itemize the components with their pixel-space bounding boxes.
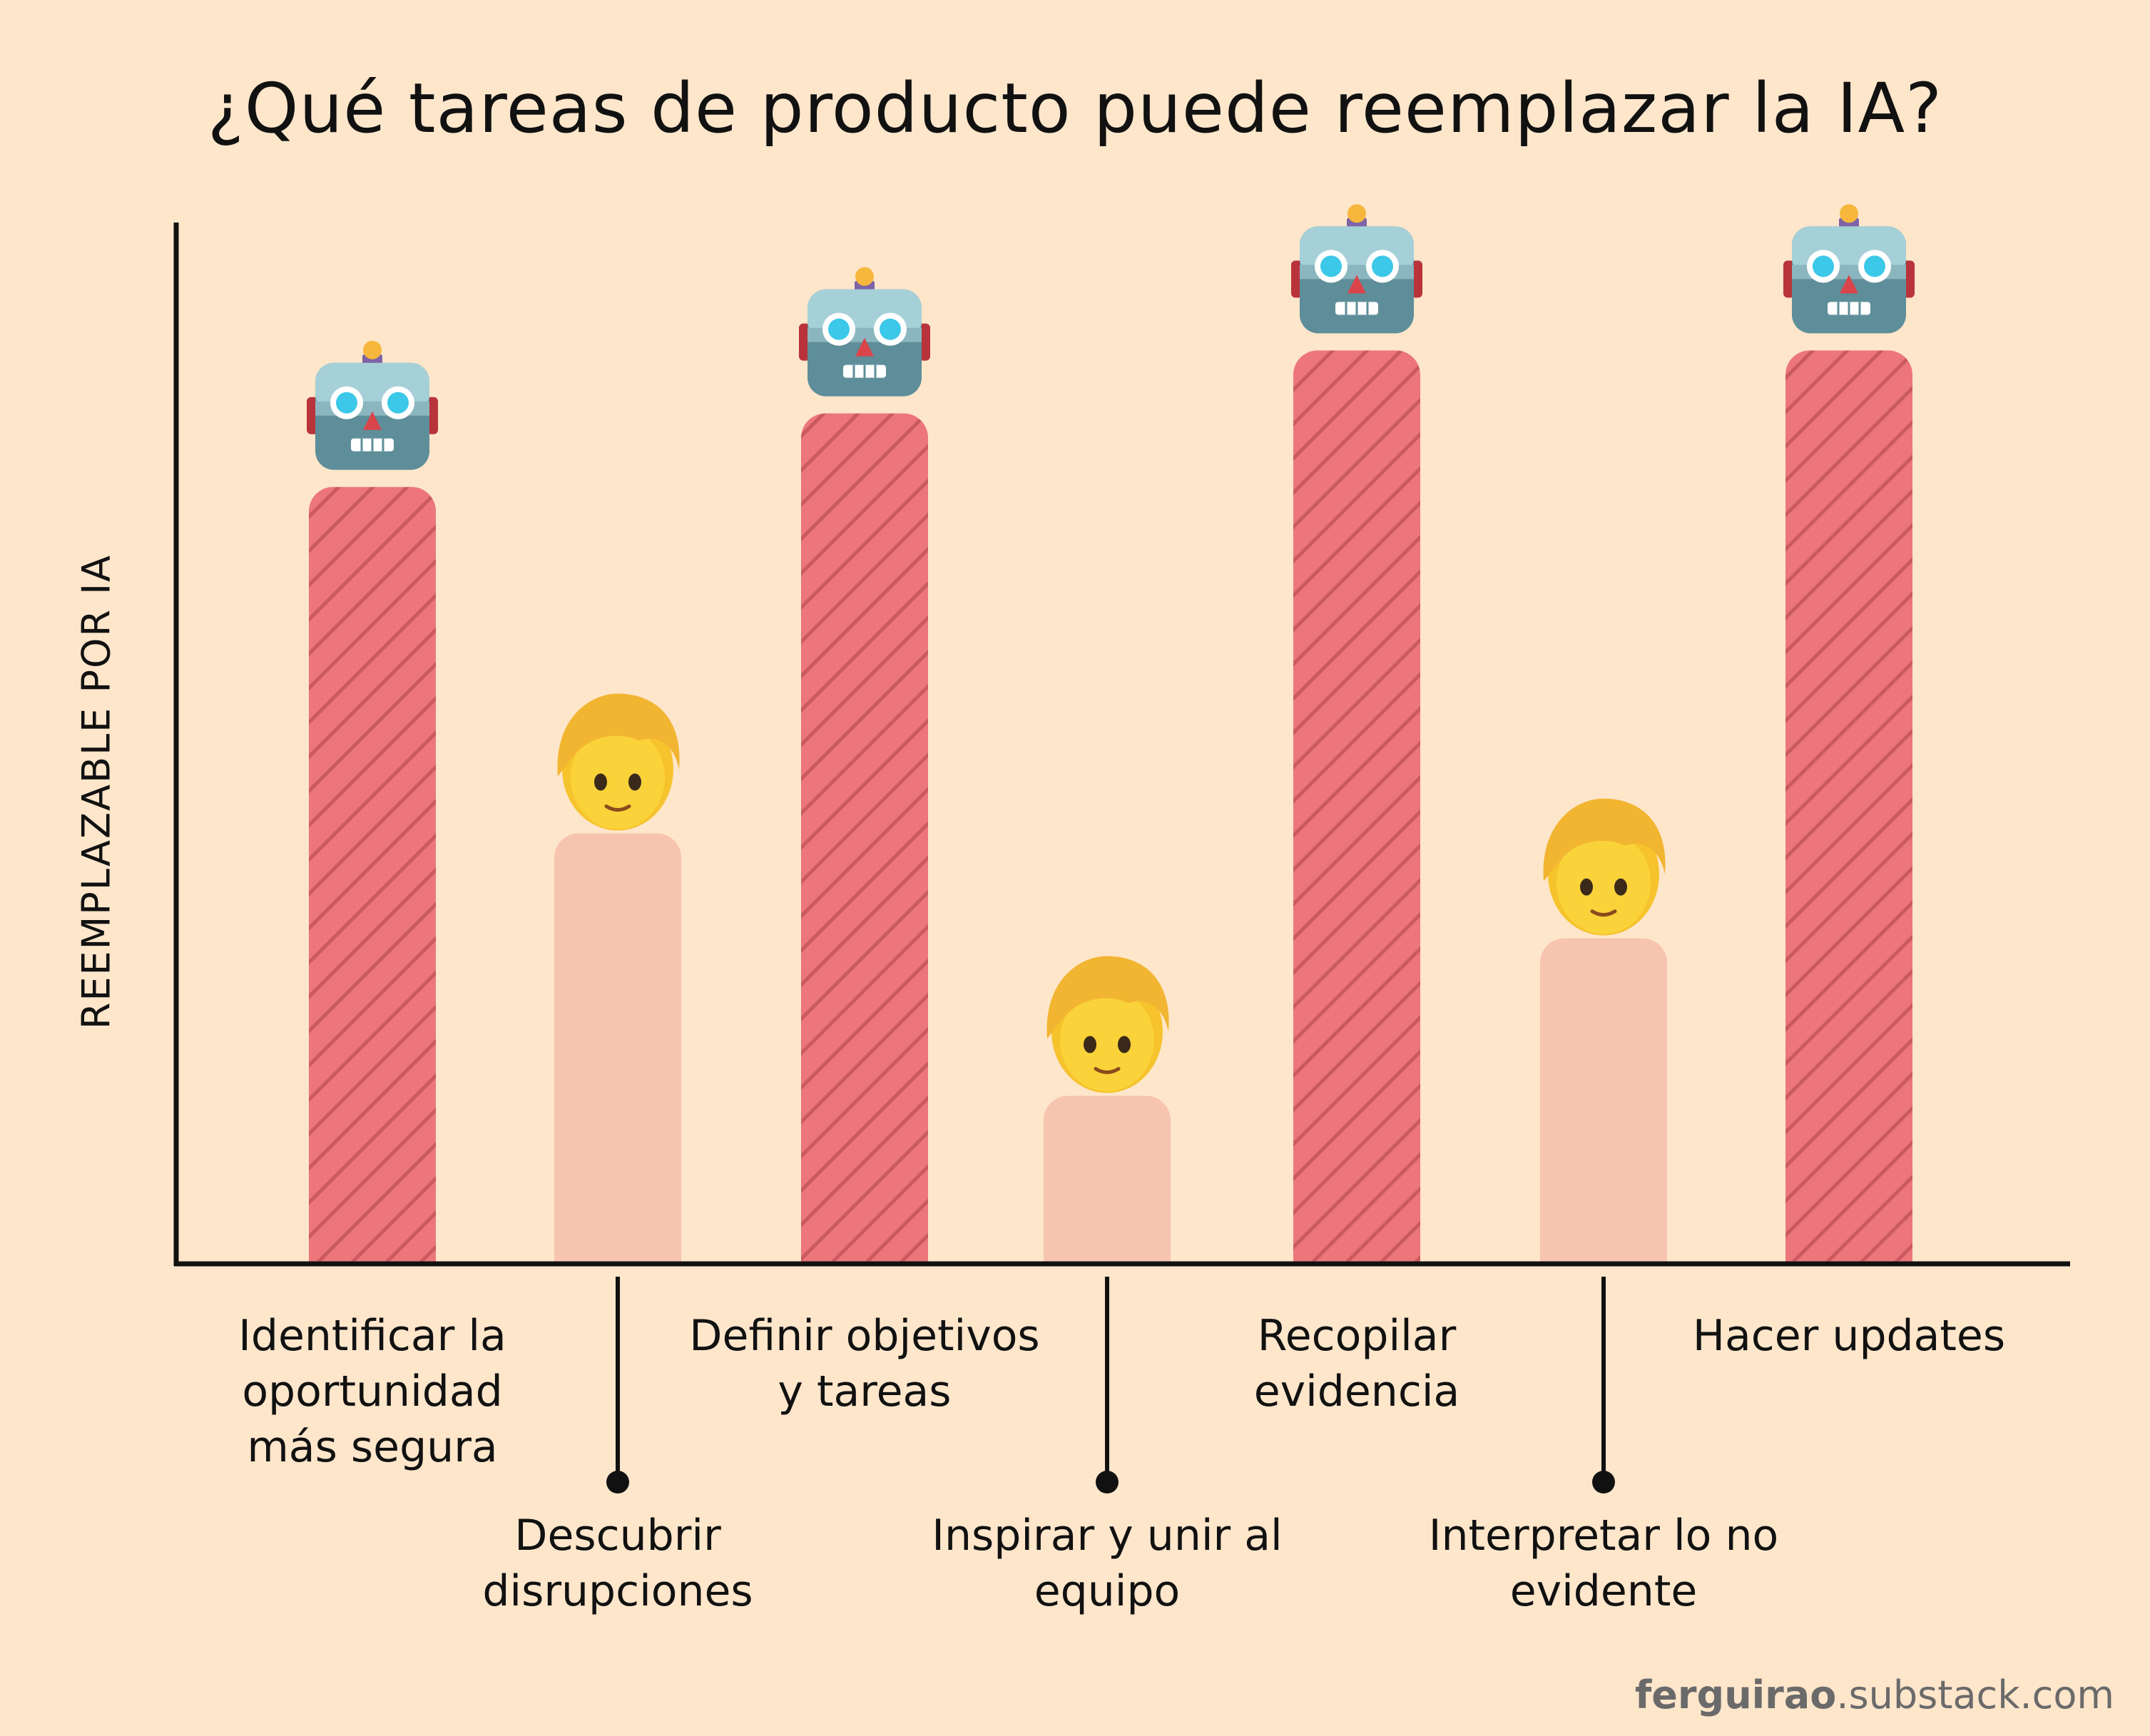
category-label-7: Hacer updates: [1692, 1311, 2006, 1361]
category-label-2: Descubrir disrupciones: [482, 1511, 753, 1616]
source-credit: ferguirao.substack.com: [1635, 1673, 2114, 1717]
robot-icon: [1291, 204, 1422, 334]
bar-4: [1044, 1096, 1171, 1264]
bar-1: [309, 486, 436, 1264]
person-icon: [1046, 956, 1169, 1093]
category-label-4: Inspirar y unir al equipo: [932, 1511, 1283, 1616]
category-label-6: Interpretar lo no evidente: [1428, 1511, 1779, 1616]
category-label-5: Recopilar evidencia: [1253, 1311, 1460, 1416]
leader-dot-4: [1096, 1471, 1119, 1494]
robot-icon: [799, 267, 930, 397]
y-axis-label: REEMPLAZABLE POR IA: [73, 553, 119, 1030]
bar-6: [1540, 938, 1667, 1264]
bar-3: [801, 413, 928, 1264]
bar-5: [1293, 350, 1420, 1264]
person-icon: [1543, 798, 1666, 936]
category-label-3: Definir objetivos y tareas: [689, 1311, 1040, 1416]
credit-rest: .substack.com: [1836, 1673, 2114, 1717]
bar-2: [554, 833, 681, 1264]
leader-dot-6: [1592, 1471, 1615, 1494]
robot-icon: [1783, 204, 1915, 334]
chart-title: ¿Qué tareas de producto puede reemplazar…: [207, 68, 1943, 148]
leader-dot-2: [606, 1471, 629, 1494]
robot-icon: [307, 340, 438, 470]
bar-7: [1785, 350, 1912, 1264]
category-label-1: Identificar la oportunidad más segura: [238, 1311, 506, 1472]
credit-bold: ferguirao: [1634, 1673, 1837, 1717]
person-icon: [557, 693, 680, 831]
